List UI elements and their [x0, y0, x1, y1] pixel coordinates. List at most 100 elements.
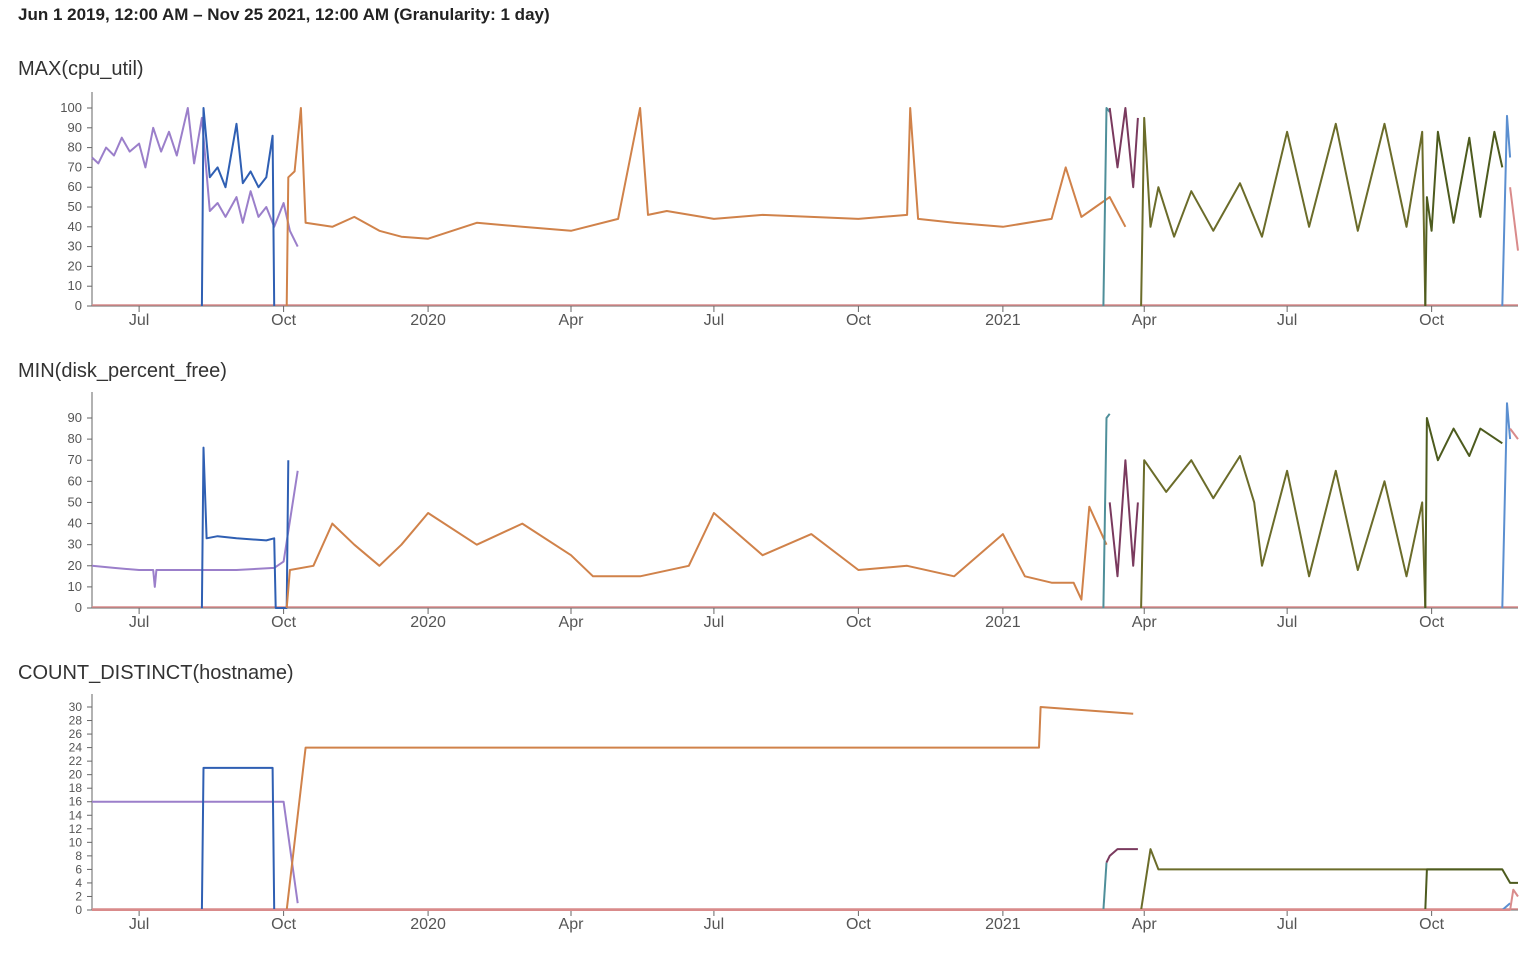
series-line-darkolive [1424, 417, 1503, 609]
x-tick-label: Jul [704, 312, 724, 329]
x-tick-label: Oct [846, 614, 871, 631]
series-line-orange [285, 706, 1134, 911]
x-tick-label: Jul [129, 312, 149, 329]
y-tick-label: 60 [68, 473, 82, 488]
y-tick-label: 30 [68, 239, 82, 254]
y-tick-label: 40 [68, 516, 82, 531]
y-tick-label: 100 [60, 100, 82, 115]
chart-title-cpu-util: MAX(cpu_util) [18, 58, 144, 80]
y-tick-label: 30 [68, 537, 82, 552]
x-tick-label: Oct [1419, 614, 1444, 631]
x-tick-label: Apr [559, 312, 585, 329]
y-tick-label: 18 [69, 781, 83, 795]
x-tick-label: Apr [1132, 614, 1158, 631]
y-tick-label: 28 [69, 714, 83, 728]
y-tick-label: 16 [69, 795, 83, 809]
y-tick-label: 60 [68, 179, 82, 194]
x-tick-label: Oct [271, 614, 296, 631]
y-tick-label: 24 [69, 741, 83, 755]
x-tick-label: 2020 [410, 916, 446, 933]
series-line-olive [1140, 848, 1503, 911]
chart-title-disk-percent-free: MIN(disk_percent_free) [18, 360, 227, 382]
y-tick-label: 6 [75, 862, 82, 876]
y-tick-label: 40 [68, 219, 82, 234]
y-tick-label: 20 [68, 258, 82, 273]
series-line-lightblue [1501, 402, 1512, 609]
y-tick-label: 20 [69, 768, 83, 782]
chart-panel-1: 0 10 20 30 40 50 60 70 80 90 Jul Oct 2020 Apr Jul Oct 20… [68, 392, 1519, 631]
x-tick-label: Apr [1132, 916, 1158, 933]
y-tick-label: 30 [69, 700, 83, 714]
x-tick-label: 2021 [985, 614, 1021, 631]
x-tick-label: Oct [1419, 916, 1444, 933]
y-tick-label: 50 [68, 199, 82, 214]
chart-title-count-distinct-hostname: COUNT_DISTINCT(hostname) [18, 662, 294, 684]
x-tick-label: 2021 [985, 312, 1021, 329]
series-line-salmon [92, 888, 1519, 911]
y-tick-label: 70 [68, 159, 82, 174]
y-tick-label: 12 [69, 822, 83, 836]
y-tick-label: 26 [69, 727, 83, 741]
x-tick-label: Apr [559, 614, 585, 631]
series-line-orange [285, 107, 1127, 307]
y-tick-label: 0 [75, 600, 82, 615]
series-line-maroon [1108, 107, 1139, 189]
y-tick-label: 80 [68, 140, 82, 155]
y-tick-label: 20 [68, 558, 82, 573]
x-tick-label: Jul [1277, 916, 1297, 933]
y-tick-label: 10 [68, 278, 82, 293]
y-tick-label: 10 [68, 579, 82, 594]
series-line-darkolive [1424, 130, 1504, 307]
x-tick-label: Jul [704, 614, 724, 631]
y-tick-label: 70 [68, 452, 82, 467]
series-line-olive [1140, 116, 1427, 307]
series-line-darkolive [1424, 868, 1518, 911]
x-tick-label: Oct [271, 916, 296, 933]
x-tick-label: Oct [846, 312, 871, 329]
series-line-maroon [1105, 848, 1138, 864]
y-tick-label: 4 [75, 876, 82, 890]
x-tick-label: Oct [271, 312, 296, 329]
x-tick-label: Jul [1277, 312, 1297, 329]
x-tick-label: Jul [129, 614, 149, 631]
y-tick-label: 0 [75, 298, 82, 313]
y-tick-label: 14 [69, 808, 83, 822]
y-tick-label: 80 [68, 431, 82, 446]
x-tick-label: 2020 [410, 614, 446, 631]
y-tick-label: 10 [69, 835, 83, 849]
x-tick-label: Jul [1277, 614, 1297, 631]
series-line-purple [91, 470, 299, 588]
series-line-blue [200, 107, 276, 307]
x-tick-label: Apr [1132, 312, 1158, 329]
chart-panel-0: 0 10 20 30 40 50 60 70 80 90 100 Jul Oct 2020 Apr Jul Oc… [60, 92, 1519, 329]
series-line-salmon [1509, 427, 1519, 440]
series-line-blue [200, 446, 290, 609]
series-line-purple [91, 107, 299, 248]
series-line-blue [200, 766, 276, 911]
series-line-teal [1102, 413, 1111, 609]
date-range-header: Jun 1 2019, 12:00 AM – Nov 25 2021, 12:0… [18, 5, 550, 24]
x-tick-label: 2020 [410, 312, 446, 329]
series-line-orange [285, 505, 1108, 609]
x-tick-label: Oct [1419, 312, 1444, 329]
series-line-teal [1102, 862, 1108, 911]
series-line-maroon [1108, 459, 1139, 578]
y-tick-label: 50 [68, 494, 82, 509]
series-line-purple [92, 800, 299, 904]
series-line-olive [1140, 455, 1427, 609]
y-tick-label: 22 [69, 754, 83, 768]
x-tick-label: Jul [704, 916, 724, 933]
x-tick-label: Oct [846, 916, 871, 933]
y-tick-label: 2 [75, 889, 82, 903]
x-tick-label: Apr [559, 916, 585, 933]
series-line-teal [1102, 107, 1111, 307]
y-tick-label: 8 [75, 849, 82, 863]
x-tick-label: Jul [129, 916, 149, 933]
y-tick-label: 90 [68, 410, 82, 425]
series-line-lightblue [1501, 902, 1511, 911]
x-tick-label: 2021 [985, 916, 1021, 933]
y-tick-label: 0 [75, 903, 82, 917]
series-line-lightblue [1501, 114, 1512, 307]
